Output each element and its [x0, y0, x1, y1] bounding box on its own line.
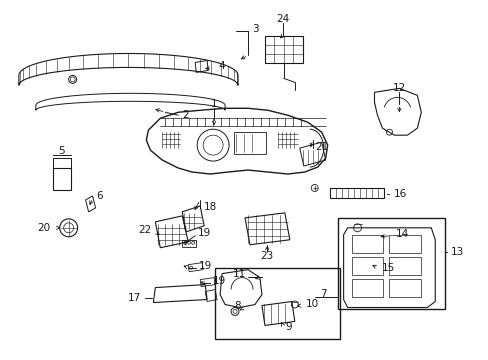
Bar [329, 188, 384, 198]
Text: 20: 20 [38, 223, 51, 233]
Text: 19: 19 [198, 228, 211, 238]
Text: 15: 15 [381, 263, 394, 273]
Text: 9: 9 [285, 323, 292, 332]
Bar [388, 235, 421, 253]
Bar [388, 257, 421, 275]
Text: 10: 10 [305, 298, 318, 309]
Bar [351, 235, 383, 253]
Text: 13: 13 [450, 247, 464, 257]
Text: 3: 3 [251, 24, 258, 33]
Bar [351, 257, 383, 275]
Bar [351, 279, 383, 297]
Text: 12: 12 [392, 84, 405, 93]
Bar [337, 218, 444, 310]
Bar [234, 132, 265, 154]
Text: 21: 21 [315, 142, 328, 152]
Text: 14: 14 [395, 229, 408, 239]
Text: 19: 19 [213, 276, 226, 285]
Text: 17: 17 [128, 293, 141, 302]
Text: 11: 11 [232, 269, 245, 279]
Bar [182, 240, 196, 247]
Text: 18: 18 [203, 202, 217, 212]
Bar [215, 268, 339, 339]
Text: 22: 22 [138, 225, 151, 235]
Text: 6: 6 [96, 191, 103, 201]
Text: 23: 23 [260, 251, 273, 261]
Text: 19: 19 [199, 261, 212, 271]
Text: 2: 2 [182, 110, 188, 120]
Text: 4: 4 [218, 62, 224, 71]
Text: 1: 1 [210, 99, 217, 109]
Bar [388, 279, 421, 297]
Bar [264, 36, 302, 63]
Text: 16: 16 [393, 189, 406, 199]
Text: 7: 7 [319, 289, 325, 298]
Text: 8: 8 [234, 301, 241, 311]
Bar [53, 168, 71, 190]
Text: 24: 24 [276, 14, 289, 24]
Text: 5: 5 [58, 146, 65, 156]
